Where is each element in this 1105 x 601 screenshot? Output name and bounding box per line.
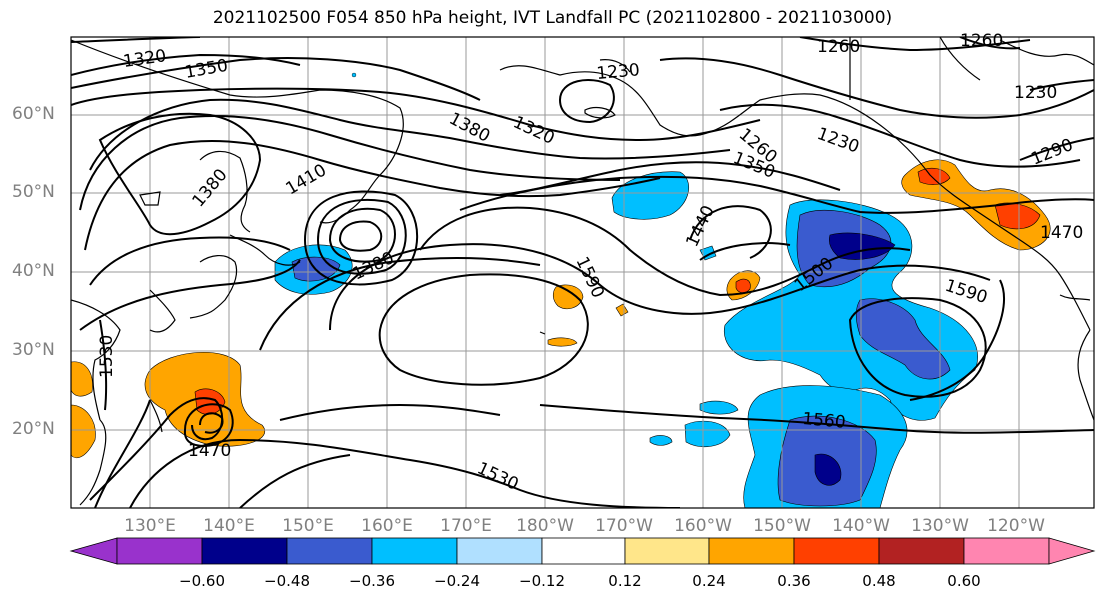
lon-label: 120°W (987, 516, 1045, 536)
contour-label: 1470 (188, 441, 231, 461)
colorbar-tick-label: 0.48 (862, 572, 896, 590)
contour-label: 1560 (802, 409, 847, 433)
lon-label: 170°W (595, 516, 653, 536)
contour-label: 1350 (183, 56, 229, 83)
lon-label: 180°W (516, 516, 574, 536)
lat-label: 30°N (12, 340, 55, 360)
lat-label: 40°N (12, 261, 55, 281)
contour-label: 1530 (97, 335, 117, 378)
lat-label: 20°N (12, 419, 55, 439)
contour-label: 1260 (817, 37, 860, 57)
colorbar-tick-label: −0.24 (434, 572, 480, 590)
lon-label: 130°W (911, 516, 969, 536)
map-title: 2021102500 F054 850 hPa height, IVT Land… (212, 8, 893, 28)
contour-label: 1380 (189, 165, 232, 211)
coastlines (71, 37, 1094, 506)
lon-label: 130°E (124, 516, 176, 536)
contour-label: 1470 (1040, 223, 1083, 243)
colorbar-tick-label: −0.60 (179, 572, 225, 590)
height-contours (71, 37, 1094, 508)
contour-label: 1530 (474, 458, 522, 494)
contour-label: 1320 (122, 46, 168, 72)
ivt-positive-shading (71, 159, 1051, 459)
contour-label: 1230 (1014, 83, 1057, 103)
lat-label: 60°N (12, 104, 55, 124)
colorbar-tick-label: 0.60 (947, 572, 981, 590)
colorbar-tick-label: −0.36 (349, 572, 395, 590)
lat-label: 50°N (12, 182, 55, 202)
colorbar-tick-label: 0.12 (608, 572, 642, 590)
contour-label: 1380 (350, 248, 398, 284)
lon-label: 150°E (282, 516, 334, 536)
colorbar (69, 537, 1096, 565)
plot-frame (70, 36, 1095, 509)
contour-label: 1260 (960, 31, 1003, 51)
colorbar-tick-label: −0.12 (519, 572, 565, 590)
contour-label: 1320 (510, 112, 558, 148)
contour-label: 1230 (814, 124, 861, 158)
lon-label: 140°W (832, 516, 890, 536)
lon-label: 140°E (203, 516, 255, 536)
lon-label: 160°W (674, 516, 732, 536)
colorbar-tick-label: −0.48 (264, 572, 310, 590)
lon-label: 160°E (361, 516, 413, 536)
ivt-speck (351, 72, 357, 78)
colorbar-tick-label: 0.36 (777, 572, 811, 590)
colorbar-tick-label: 0.24 (692, 572, 726, 590)
lon-label: 150°W (753, 516, 811, 536)
contour-label: 1230 (596, 60, 641, 84)
lon-label: 170°E (440, 516, 492, 536)
contour-label: 1440 (682, 202, 718, 250)
